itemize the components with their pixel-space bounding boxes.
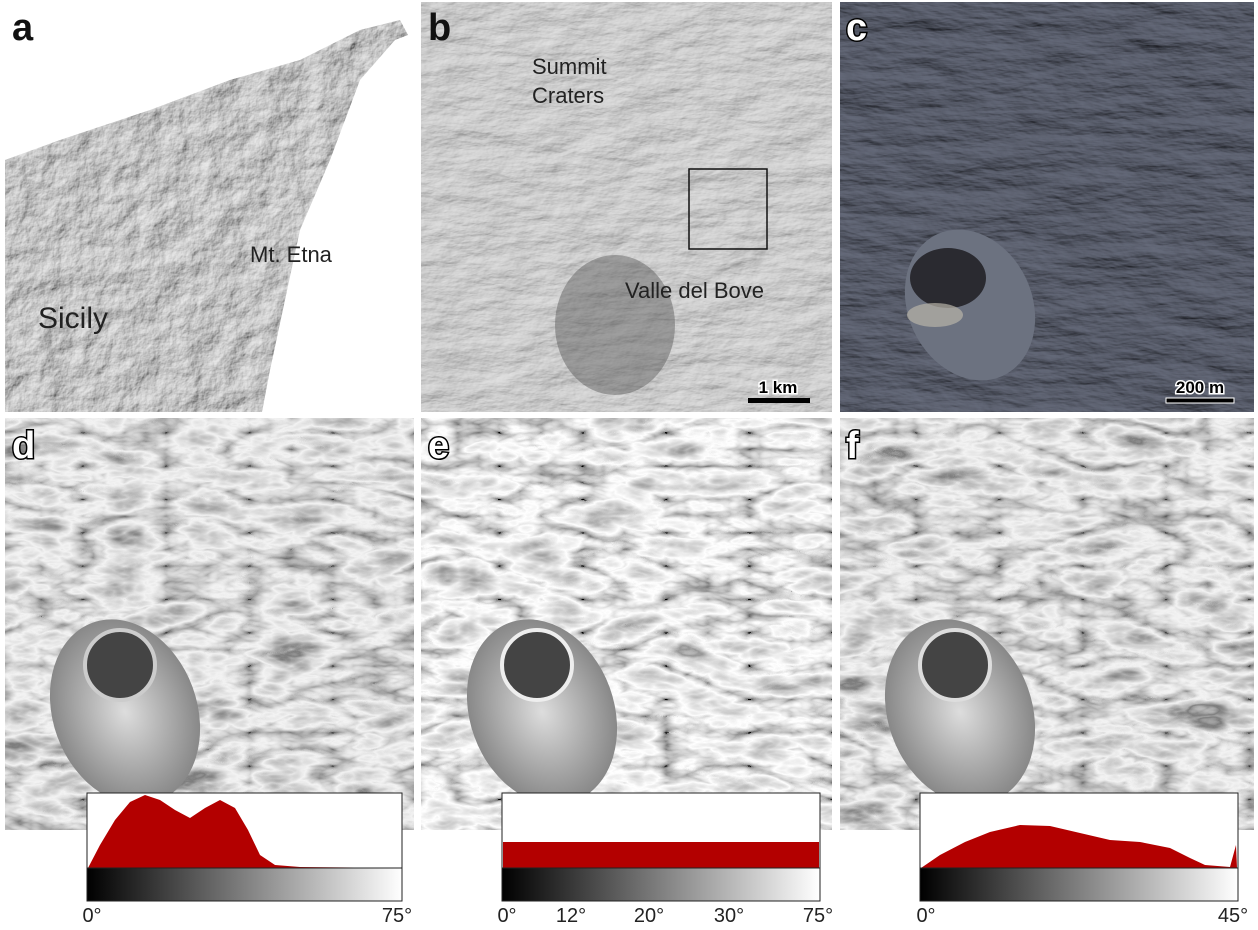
crater bbox=[910, 248, 986, 308]
crater bbox=[502, 630, 572, 700]
scale-bar bbox=[1166, 398, 1234, 403]
scale-bar bbox=[748, 398, 810, 403]
crater bbox=[85, 630, 155, 700]
slope-map bbox=[5, 418, 414, 830]
panel-letter: f bbox=[846, 425, 859, 467]
annotation: Sicily bbox=[38, 302, 108, 335]
annotation: Valle del Bove bbox=[625, 278, 764, 303]
histogram bbox=[503, 842, 819, 868]
valley bbox=[555, 255, 675, 395]
panel-d: d 0° 75° bbox=[5, 418, 414, 927]
panel-letter: b bbox=[428, 7, 451, 49]
panel-letter: c bbox=[846, 7, 867, 49]
color-bar-label: 75° bbox=[803, 905, 833, 927]
slope-map bbox=[421, 418, 832, 830]
panel-letter: d bbox=[12, 425, 35, 467]
color-bar bbox=[87, 868, 402, 901]
slope-map bbox=[840, 418, 1254, 830]
color-bar bbox=[502, 868, 820, 901]
scale-label: 200 m bbox=[1176, 378, 1224, 397]
aerial-image bbox=[840, 2, 1254, 412]
annotation: Mt. Etna bbox=[250, 242, 333, 267]
color-bar-label: 75° bbox=[382, 905, 412, 927]
panel-letter: a bbox=[12, 7, 34, 49]
color-bar-label: 45° bbox=[1218, 905, 1248, 927]
color-bar-label: 0° bbox=[82, 905, 101, 927]
color-bar-label: 0° bbox=[916, 905, 935, 927]
panel-c: c 200 m bbox=[840, 2, 1254, 412]
deposit bbox=[907, 303, 963, 327]
annotation: Craters bbox=[532, 83, 604, 108]
panel-f: f 0° 45° bbox=[840, 418, 1254, 927]
annotation: Summit bbox=[532, 54, 607, 79]
color-bar-label: 12° bbox=[556, 905, 586, 927]
panel-e: e 0° 12° 20° 30° 75° bbox=[421, 418, 833, 927]
color-bar-label: 0° bbox=[497, 905, 516, 927]
crater bbox=[920, 630, 990, 700]
figure: a Mt. Etna Sicily b Summit Craters Valle… bbox=[0, 0, 1258, 930]
color-bar-label: 30° bbox=[714, 905, 744, 927]
panel-letter: e bbox=[428, 425, 449, 467]
color-bar-label: 20° bbox=[634, 905, 664, 927]
scale-label: 1 km bbox=[759, 378, 798, 397]
panel-a: a Mt. Etna Sicily bbox=[5, 2, 414, 412]
color-bar bbox=[920, 868, 1238, 901]
panel-b: b Summit Craters Valle del Bove 1 km bbox=[421, 2, 832, 412]
